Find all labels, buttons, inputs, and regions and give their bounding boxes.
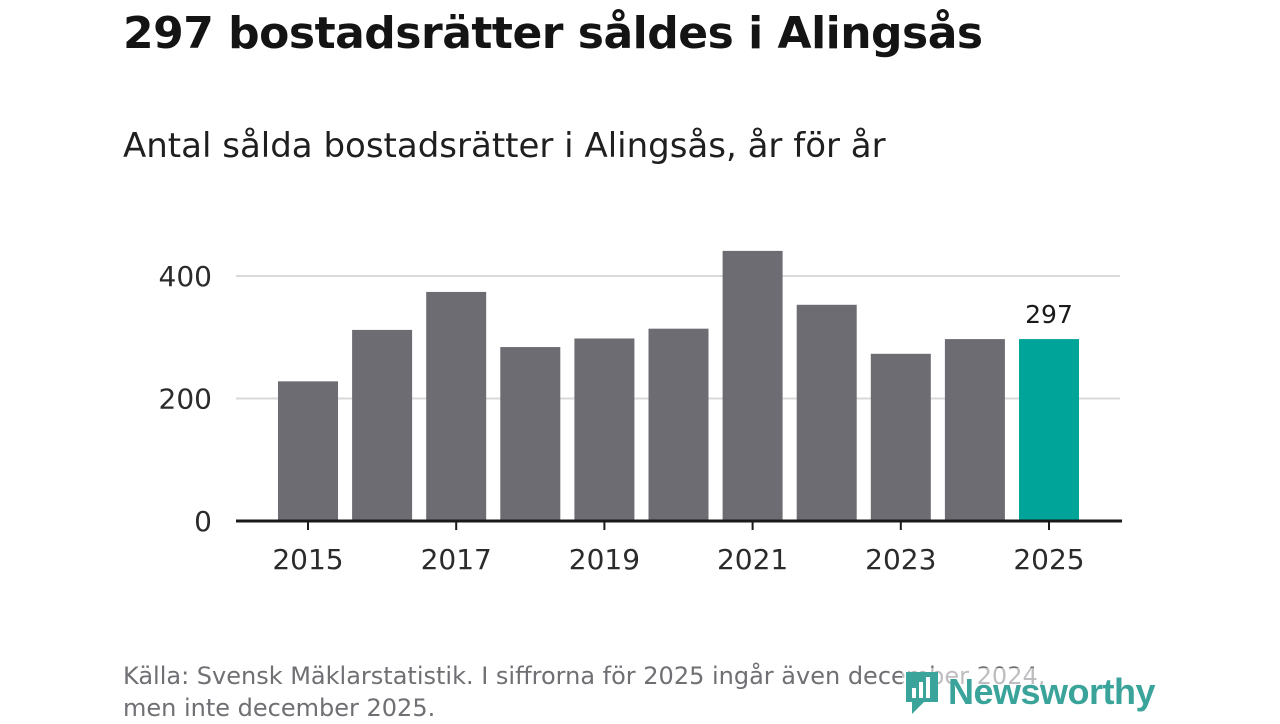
x-tick-label: 2025: [1013, 543, 1084, 576]
x-tick-labels: 2015 2017 2019 2021 2023 2025: [272, 521, 1085, 576]
bar-2025: [1019, 339, 1079, 521]
y-tick-label: 200: [159, 383, 212, 416]
bars: [278, 250, 1079, 521]
bar-2024: [944, 339, 1005, 521]
source-note: Källa: Svensk Mäklarstatistik. I siffror…: [123, 660, 1123, 724]
chart-subtitle: Antal sålda bostadsrätter i Alingsås, år…: [123, 126, 886, 166]
y-tick-labels: 0 200 400: [159, 260, 212, 538]
newsworthy-logo: Newsworthy: [902, 668, 1156, 716]
x-tick-label: 2023: [865, 543, 936, 576]
source-line-1: Källa: Svensk Mäklarstatistik. I siffror…: [123, 662, 1046, 690]
x-tick-label: 2017: [421, 543, 492, 576]
data-labels: 297: [1025, 300, 1073, 329]
source-line-2: men inte december 2025.: [123, 694, 436, 722]
x-tick-label: 2021: [717, 543, 788, 576]
bar-2022: [796, 304, 857, 521]
bar-2021: [722, 250, 783, 521]
bar-2017: [426, 291, 487, 521]
x-tick-label: 2019: [569, 543, 640, 576]
bar-2020: [648, 328, 709, 521]
bar-2015: [278, 381, 338, 521]
bar-2018: [500, 347, 561, 521]
chart-title: 297 bostadsrätter såldes i Alingsås: [123, 8, 983, 59]
bar-2016: [352, 329, 413, 521]
bar-2023: [870, 353, 931, 521]
bar-chart: 0 200 400 2015 2017 2019 2021 2023 2025 297: [159, 250, 1122, 576]
bar-2019: [574, 338, 635, 521]
y-tick-label: 0: [194, 505, 212, 538]
data-label: 297: [1025, 300, 1073, 329]
y-tick-label: 400: [159, 260, 212, 293]
newsworthy-logo-icon: [906, 672, 938, 714]
x-tick-label: 2015: [272, 543, 343, 576]
newsworthy-logo-text: Newsworthy: [948, 671, 1156, 712]
